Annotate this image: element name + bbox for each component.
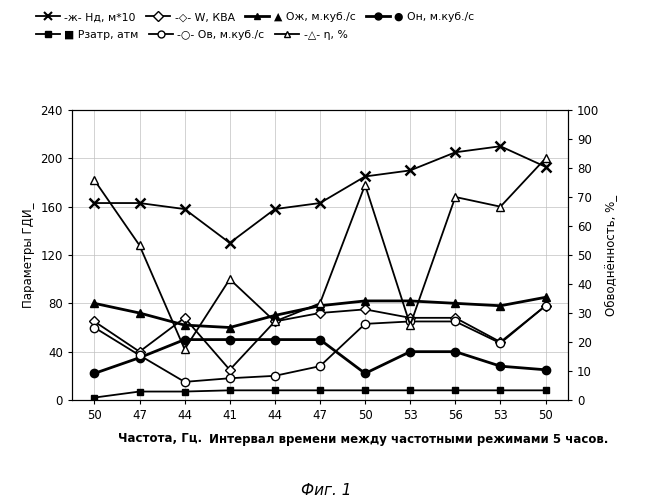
Text: Интервал времени между частотными режимами 5 часов.: Интервал времени между частотными режима… bbox=[209, 432, 609, 446]
Y-axis label: Параметры ГДИ_: Параметры ГДИ_ bbox=[22, 202, 35, 308]
Legend: -ж- Нд, м*10, -◇- W, КВА, ▲ Ож, м.куб./с, ● Он, м.куб./с: -ж- Нд, м*10, -◇- W, КВА, ▲ Ож, м.куб./с… bbox=[31, 8, 479, 26]
Text: Частота, Гц.: Частота, Гц. bbox=[118, 432, 202, 446]
Y-axis label: Обводнённость, %_: Обводнённость, %_ bbox=[605, 194, 618, 316]
Text: Фиг. 1: Фиг. 1 bbox=[301, 483, 352, 498]
Legend: ■ Рзатр, атм, -○- Ов, м.куб./с, -△- η, %: ■ Рзатр, атм, -○- Ов, м.куб./с, -△- η, % bbox=[31, 26, 352, 44]
